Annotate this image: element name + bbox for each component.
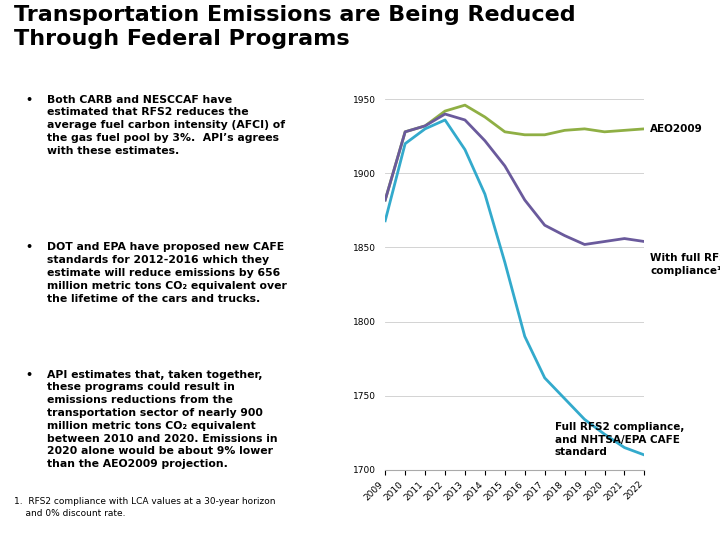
- Text: Both CARB and NESCCAF have
estimated that RFS2 reduces the
average fuel carbon i: Both CARB and NESCCAF have estimated tha…: [47, 94, 285, 156]
- Text: AEO2009: AEO2009: [650, 124, 703, 134]
- Text: •: •: [25, 242, 32, 252]
- Text: •: •: [25, 369, 32, 380]
- Text: Transportation Emissions are Being Reduced
Through Federal Programs: Transportation Emissions are Being Reduc…: [14, 5, 576, 49]
- Text: DOT and EPA have proposed new CAFE
standards for 2012-2016 which they
estimate w: DOT and EPA have proposed new CAFE stand…: [47, 242, 287, 303]
- Text: With full RFS2
compliance¹: With full RFS2 compliance¹: [650, 253, 720, 276]
- Text: Full RFS2 compliance,
and NHTSA/EPA CAFE
standard: Full RFS2 compliance, and NHTSA/EPA CAFE…: [554, 422, 684, 457]
- Text: •: •: [25, 94, 32, 105]
- Text: API estimates that, taken together,
these programs could result in
emissions red: API estimates that, taken together, thes…: [47, 369, 277, 469]
- Text: 1.  RFS2 compliance with LCA values at a 30-year horizon
    and 0% discount rat: 1. RFS2 compliance with LCA values at a …: [14, 497, 276, 518]
